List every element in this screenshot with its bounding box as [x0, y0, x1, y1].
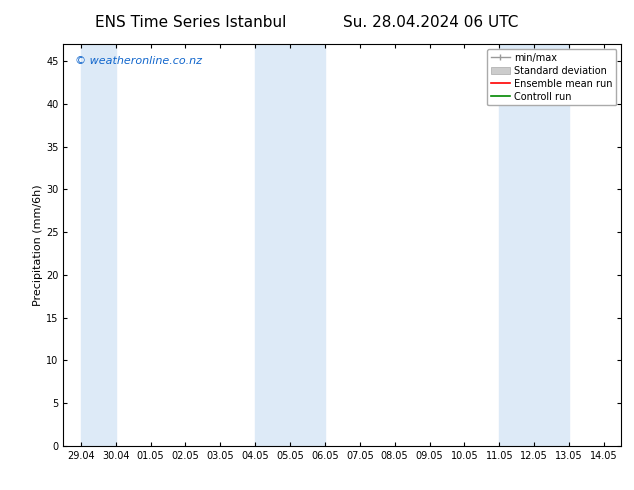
Bar — [255, 44, 325, 446]
Bar — [81, 44, 116, 446]
Text: Su. 28.04.2024 06 UTC: Su. 28.04.2024 06 UTC — [344, 15, 519, 30]
Legend: min/max, Standard deviation, Ensemble mean run, Controll run: min/max, Standard deviation, Ensemble me… — [487, 49, 616, 105]
Bar — [500, 44, 569, 446]
Text: © weatheronline.co.nz: © weatheronline.co.nz — [75, 56, 202, 66]
Text: ENS Time Series Istanbul: ENS Time Series Istanbul — [94, 15, 286, 30]
Y-axis label: Precipitation (mm/6h): Precipitation (mm/6h) — [33, 184, 43, 306]
